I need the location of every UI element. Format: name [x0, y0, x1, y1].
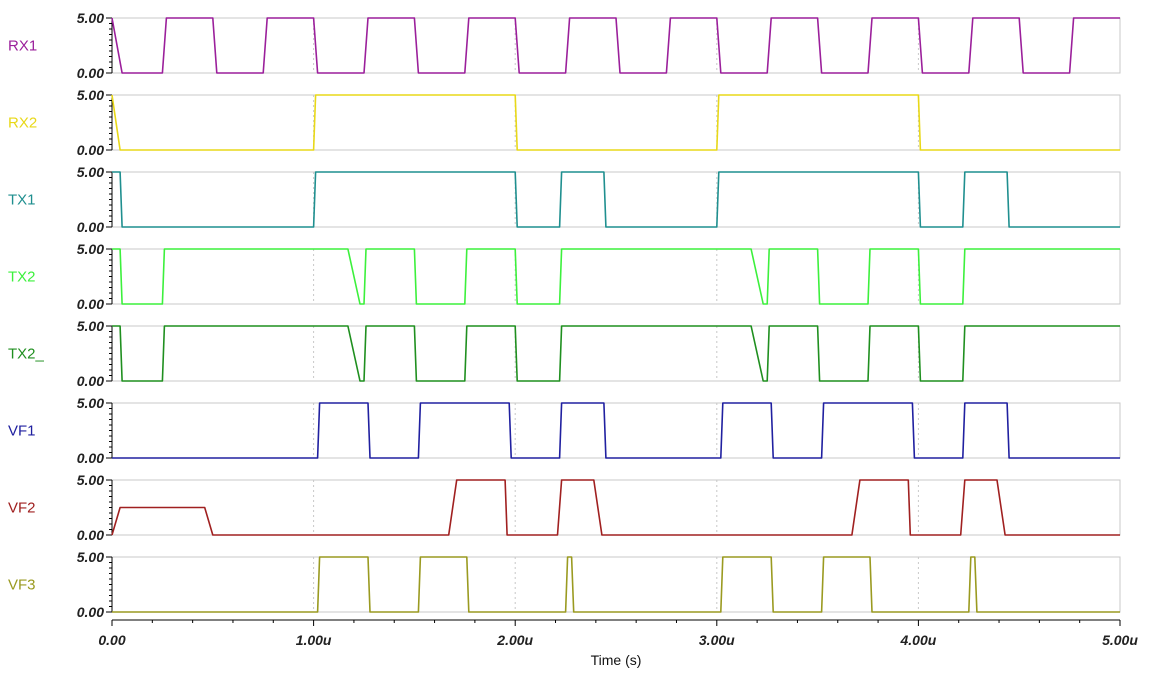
trace-label: VF1	[8, 423, 36, 440]
y-tick-label: 5.00	[77, 472, 104, 488]
x-axis-title: Time (s)	[591, 652, 642, 668]
waveform-trace	[112, 402, 1120, 459]
y-tick-label: 0.00	[77, 142, 104, 158]
panel-frame	[111, 248, 1121, 305]
panel-tx1: 5.00 0.00 TX1	[8, 164, 1121, 235]
waveform-trace	[112, 171, 1120, 228]
y-tick-label: 0.00	[77, 373, 104, 389]
panel-vf3: 5.00 0.00 VF3	[8, 549, 1121, 620]
panel-frame	[111, 94, 1121, 151]
y-tick-label: 0.00	[77, 296, 104, 312]
trace-label: TX2	[8, 269, 36, 286]
y-tick-label: 5.00	[77, 318, 104, 334]
x-tick-label: 3.00u	[699, 632, 735, 648]
waveform-trace	[112, 556, 1120, 613]
panel-tx2-bar: 5.00 0.00 TX2_	[8, 318, 1121, 389]
y-tick-label: 0.00	[77, 604, 104, 620]
trace-label: TX2_	[8, 346, 45, 363]
waveform-trace	[112, 325, 1120, 382]
y-tick-label: 0.00	[77, 527, 104, 543]
x-tick-label: 4.00u	[899, 632, 936, 648]
x-tick-label: 1.00u	[296, 632, 332, 648]
panel-rx2: 5.00 0.00 RX2	[8, 87, 1121, 158]
waveform-trace	[111, 17, 1120, 74]
panel-rx1: 5.00 0.00 RX1	[8, 10, 1121, 81]
waveform-trace	[111, 94, 1120, 151]
panel-vf1: 5.00 0.00 VF1	[8, 395, 1121, 466]
y-tick-label: 5.00	[77, 10, 104, 26]
y-tick-label: 0.00	[77, 65, 104, 81]
y-tick-label: 5.00	[77, 549, 104, 565]
y-tick-label: 0.00	[77, 219, 104, 235]
panel-frame	[111, 171, 1121, 228]
waveform-trace	[111, 479, 1120, 536]
waveform-trace	[112, 248, 1120, 305]
trace-label: RX2	[8, 115, 37, 132]
panel-vf2: 5.00 0.00 VF2	[8, 472, 1121, 543]
y-tick-label: 5.00	[77, 395, 104, 411]
y-tick-label: 5.00	[77, 164, 104, 180]
panel-frame	[111, 556, 1121, 613]
panel-frame	[111, 325, 1121, 382]
x-tick-label: 5.00u	[1102, 632, 1138, 648]
trace-label: RX1	[8, 38, 37, 55]
panel-tx2: 5.00 0.00 TX2	[8, 241, 1121, 312]
y-tick-label: 0.00	[77, 450, 104, 466]
x-tick-label: 0.00	[98, 632, 125, 648]
y-tick-label: 5.00	[77, 87, 104, 103]
trace-label: VF3	[8, 577, 36, 594]
y-tick-label: 5.00	[77, 241, 104, 257]
panel-frame	[111, 402, 1121, 459]
x-tick-label: 2.00u	[496, 632, 533, 648]
panel-frame	[111, 479, 1121, 536]
trace-label: TX1	[8, 192, 36, 209]
trace-label: VF2	[8, 500, 36, 517]
